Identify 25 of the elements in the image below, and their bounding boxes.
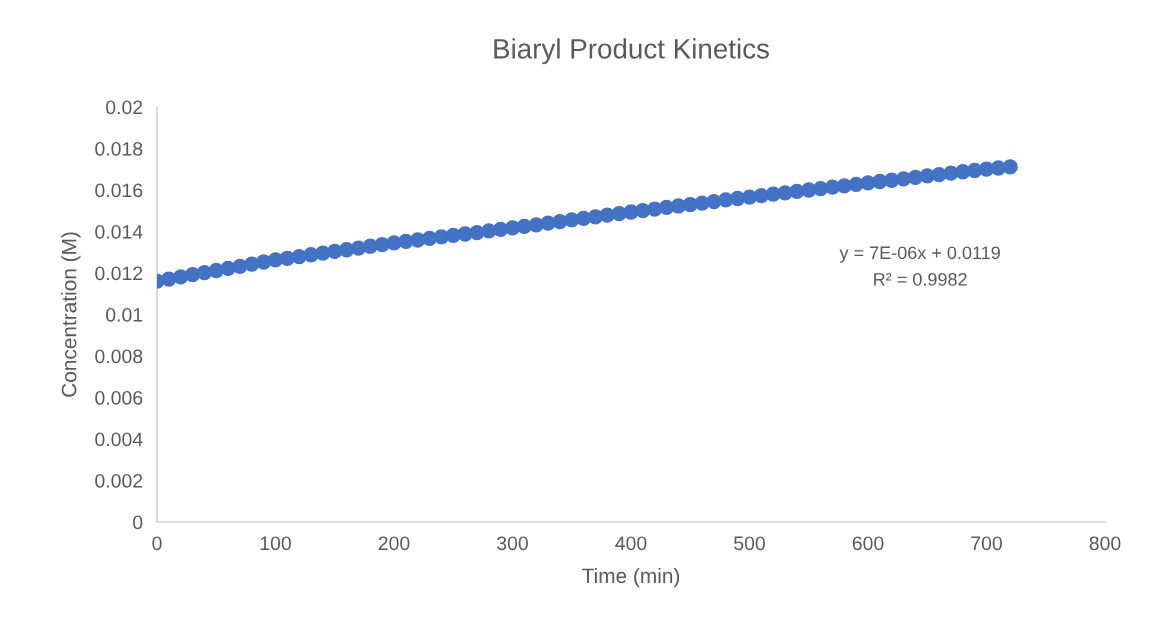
y-tick-label: 0.01 bbox=[106, 307, 143, 322]
x-axis-title: Time (min) bbox=[582, 567, 680, 588]
y-tick-label: 0.006 bbox=[95, 390, 143, 405]
y-axis-title: Concentration (M) bbox=[61, 232, 81, 397]
y-tick-label: 0.008 bbox=[95, 349, 143, 364]
x-tick-label: 800 bbox=[1089, 536, 1121, 551]
x-tick-label: 500 bbox=[734, 536, 765, 551]
y-tick-label: 0.014 bbox=[95, 224, 143, 239]
annotation: R² = 0.9982 bbox=[874, 272, 967, 286]
x-tick-label: 700 bbox=[971, 536, 1002, 551]
x-tick-label: 100 bbox=[260, 536, 291, 551]
chart-title: Biaryl Product Kinetics bbox=[494, 38, 769, 65]
y-tick-label: 0 bbox=[133, 515, 143, 530]
y-tick-label: 0.018 bbox=[95, 141, 143, 156]
x-tick-label: 0 bbox=[152, 536, 162, 551]
y-tick-label: 0.004 bbox=[95, 432, 143, 447]
y-tick-label: 0.02 bbox=[106, 100, 143, 115]
y-tick-label: 0.002 bbox=[95, 473, 143, 488]
y-tick-label: 0.012 bbox=[95, 266, 143, 281]
annotation: y = 7E-06x + 0.0119 bbox=[839, 246, 1000, 263]
x-tick-label: 300 bbox=[497, 536, 528, 551]
x-tick-label: 600 bbox=[852, 536, 884, 551]
x-tick-label: 400 bbox=[615, 536, 647, 551]
y-tick-label: 0.016 bbox=[95, 183, 143, 198]
x-tick-label: 200 bbox=[378, 536, 410, 551]
